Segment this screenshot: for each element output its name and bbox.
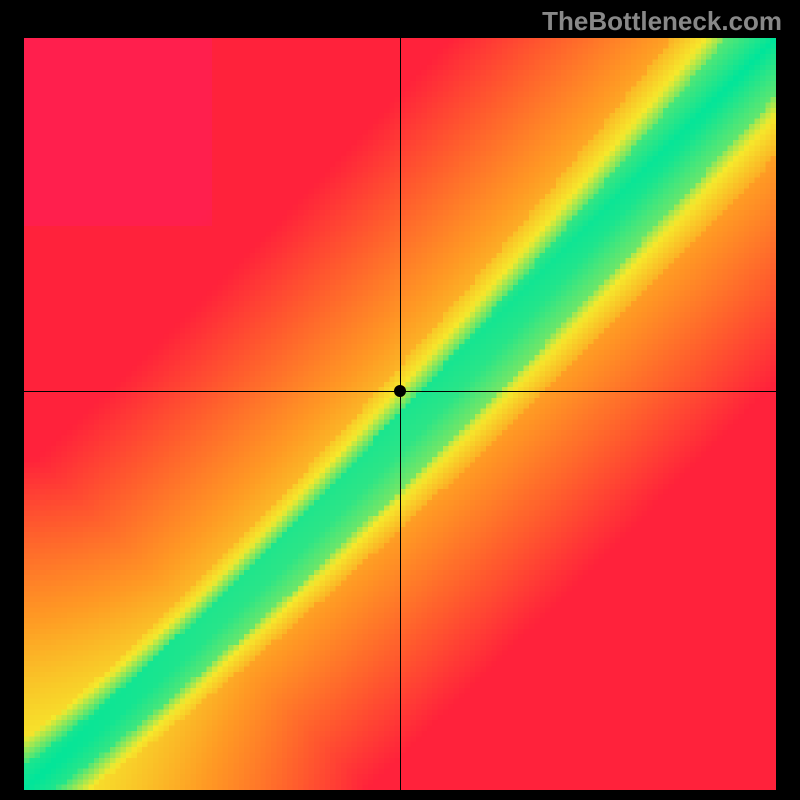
chart-container: TheBottleneck.com	[0, 0, 800, 800]
watermark-text: TheBottleneck.com	[542, 6, 782, 37]
plot-area	[24, 38, 776, 790]
crosshair-vertical	[400, 38, 401, 790]
marker-dot	[394, 385, 406, 397]
